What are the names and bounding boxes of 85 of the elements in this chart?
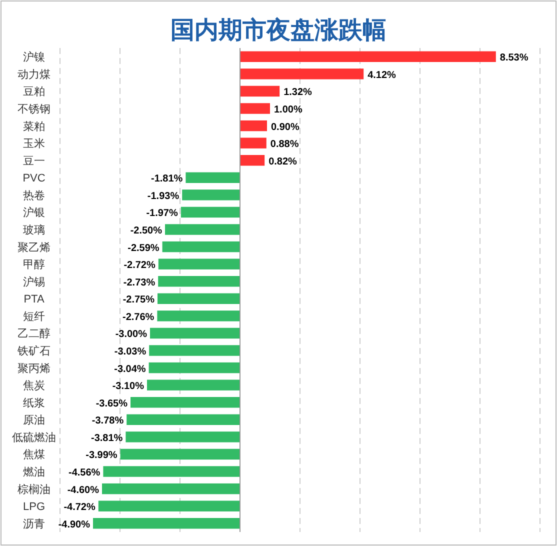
bar (158, 293, 240, 304)
y-tick-label: 甲醇 (23, 258, 45, 272)
y-tick-label: 热卷 (23, 190, 45, 202)
bar (182, 190, 240, 200)
data-label: -4.72% (64, 502, 96, 514)
data-label: -2.73% (123, 277, 156, 288)
data-label: -3.65% (96, 398, 128, 410)
y-tick-label: 聚丙烯 (18, 362, 50, 375)
data-label: -2.72% (124, 260, 156, 272)
y-tick-label: 低硫燃油 (12, 430, 56, 444)
bar (126, 414, 240, 425)
data-label: -3.81% (91, 432, 123, 444)
y-tick-label: 沥青 (23, 517, 45, 530)
bar (157, 310, 240, 322)
y-tick-label: 纸浆 (23, 397, 45, 410)
data-label: 8.53% (500, 52, 528, 64)
bar (180, 206, 240, 218)
bar (158, 258, 240, 270)
data-label: -3.04% (114, 364, 146, 375)
y-tick-label: 豆一 (23, 155, 45, 168)
bar (93, 518, 240, 529)
bar (240, 120, 267, 132)
data-label: 1.00% (274, 104, 302, 116)
y-tick-label: LPG (22, 501, 46, 514)
data-label: -3.00% (115, 329, 148, 340)
bar (186, 172, 240, 183)
data-label: -1.97% (146, 208, 178, 220)
bar (240, 51, 496, 62)
data-label: -1.81% (151, 174, 183, 185)
bar (240, 103, 270, 114)
y-tick-label: 棕榈油 (18, 482, 50, 496)
bar (98, 500, 240, 512)
y-tick-label: 不锈钢 (18, 104, 50, 116)
bar (240, 155, 265, 166)
data-label: -2.59% (128, 242, 160, 254)
data-label: -2.76% (122, 312, 154, 323)
data-label: -4.90% (58, 519, 90, 530)
y-tick-label: 玉米 (23, 137, 45, 150)
data-label: -4.56% (68, 468, 100, 478)
data-label: -1.93% (147, 190, 180, 202)
y-tick-label: 沪银 (23, 206, 45, 220)
bar (130, 397, 240, 408)
y-tick-label: 燃油 (23, 466, 45, 478)
data-label: 4.12% (368, 70, 396, 81)
bar (103, 466, 240, 477)
y-tick-label: PVC (22, 172, 46, 185)
bar (147, 380, 240, 390)
y-tick-label: 焦煤 (23, 449, 45, 462)
bar (126, 432, 240, 442)
data-label: -4.60% (67, 484, 100, 496)
data-label: -2.50% (130, 226, 162, 236)
bar (240, 86, 280, 97)
y-tick-label: 菜粕 (23, 120, 45, 133)
bar (149, 345, 240, 356)
y-tick-label: 豆粕 (23, 86, 45, 98)
y-tick-label: 原油 (23, 414, 45, 427)
data-label: 0.82% (268, 156, 298, 168)
bar (158, 276, 240, 287)
y-tick-label: 动力煤 (18, 68, 50, 81)
bar (120, 448, 240, 460)
data-label: -2.75% (122, 294, 155, 306)
y-tick-label: 铁矿石 (16, 344, 50, 358)
data-label: -3.78% (92, 416, 124, 427)
y-tick-label: 焦炭 (23, 379, 45, 392)
y-tick-label: 沪镍 (23, 50, 45, 64)
data-label: -3.10% (112, 381, 144, 392)
data-label: -3.03% (114, 346, 146, 358)
bar (165, 224, 240, 235)
y-tick-label: 聚乙烯 (18, 240, 50, 254)
y-tick-label: 沪锡 (23, 275, 45, 288)
y-tick-label: 玻璃 (23, 224, 45, 236)
bar (150, 328, 240, 339)
data-label: -3.99% (86, 450, 118, 462)
y-tick-label: PTA (24, 294, 45, 306)
y-tick-label: 短纤 (23, 310, 45, 323)
data-label: 0.88% (270, 139, 299, 150)
y-tick-label: 乙二醇 (18, 327, 50, 340)
data-label: 1.32% (284, 87, 312, 98)
bar (240, 138, 266, 148)
bar (162, 241, 240, 252)
bar (148, 362, 240, 374)
data-label: 0.90% (271, 122, 300, 133)
chart-title: 国内期市夜盘涨跌幅 (170, 17, 386, 44)
bar (240, 68, 364, 80)
bar (102, 483, 240, 494)
